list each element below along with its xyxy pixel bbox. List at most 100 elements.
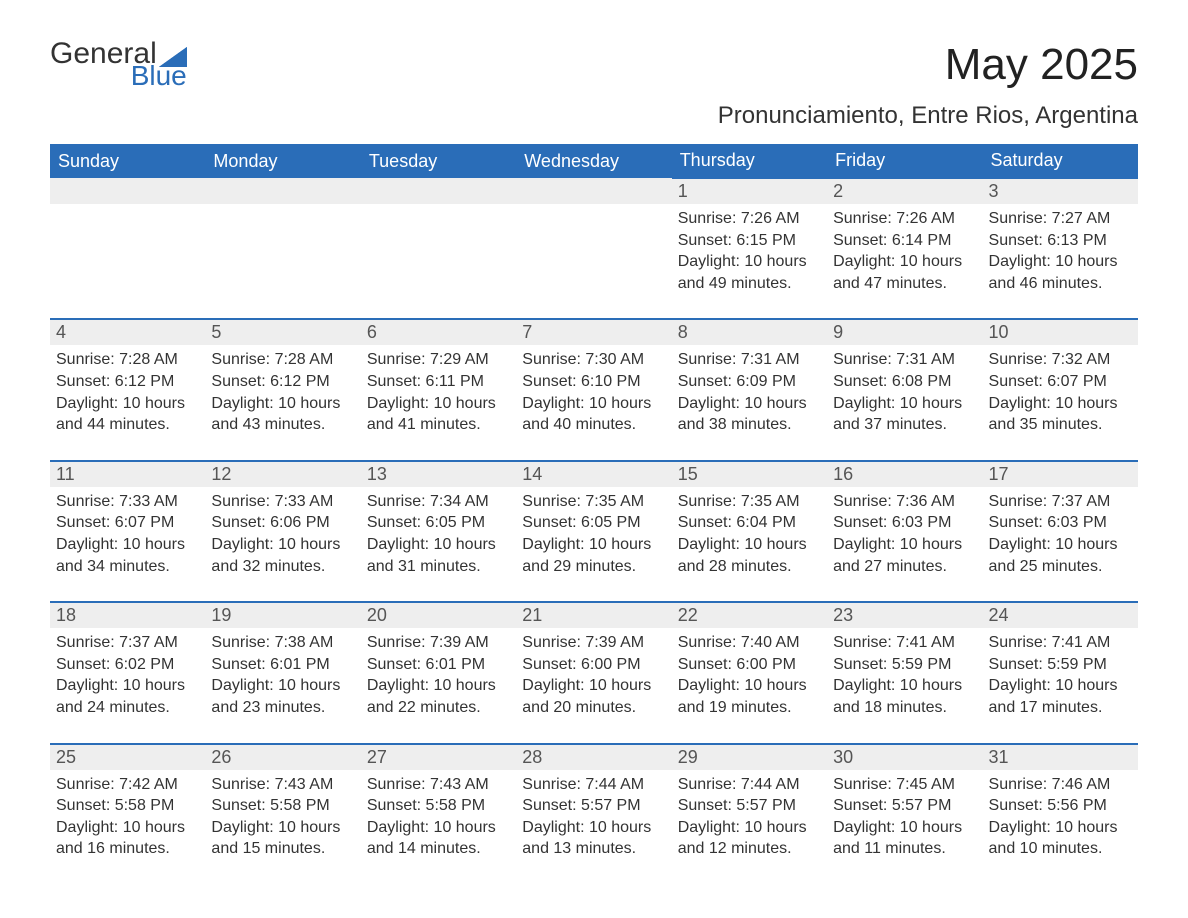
day-sunset: Sunset: 6:12 PM xyxy=(211,371,354,393)
day-number: 3 xyxy=(983,178,1138,204)
day-number: 31 xyxy=(983,744,1138,770)
month-title: May 2025 xyxy=(718,40,1138,90)
day-day1: Daylight: 10 hours xyxy=(56,393,199,415)
day-cell: Sunrise: 7:30 AMSunset: 6:10 PMDaylight:… xyxy=(516,345,671,460)
day-sunset: Sunset: 6:00 PM xyxy=(678,654,821,676)
day-sunrise: Sunrise: 7:38 AM xyxy=(211,632,354,654)
day-day2: and 15 minutes. xyxy=(211,838,354,860)
day-sunset: Sunset: 5:57 PM xyxy=(833,795,976,817)
day-sunset: Sunset: 6:02 PM xyxy=(56,654,199,676)
day-day2: and 31 minutes. xyxy=(367,556,510,578)
day-cell: Sunrise: 7:42 AMSunset: 5:58 PMDaylight:… xyxy=(50,770,205,884)
day-day1: Daylight: 10 hours xyxy=(367,675,510,697)
day-sunrise: Sunrise: 7:44 AM xyxy=(678,774,821,796)
day-day2: and 40 minutes. xyxy=(522,414,665,436)
day-cell: Sunrise: 7:35 AMSunset: 6:04 PMDaylight:… xyxy=(672,487,827,602)
day-cell: Sunrise: 7:27 AMSunset: 6:13 PMDaylight:… xyxy=(983,204,1138,319)
day-number: 5 xyxy=(205,319,360,345)
day-number-row: 18192021222324 xyxy=(50,602,1138,628)
day-day2: and 17 minutes. xyxy=(989,697,1132,719)
day-cell: Sunrise: 7:44 AMSunset: 5:57 PMDaylight:… xyxy=(672,770,827,884)
day-data-row: Sunrise: 7:33 AMSunset: 6:07 PM Daylight:… xyxy=(50,487,1138,602)
day-number: 11 xyxy=(50,461,205,487)
day-cell: Sunrise: 7:35 AMSunset: 6:05 PMDaylight:… xyxy=(516,487,671,602)
day-number: 10 xyxy=(983,319,1138,345)
day-sunrise: Sunrise: 7:35 AM xyxy=(522,491,665,513)
day-cell: Sunrise: 7:36 AMSunset: 6:03 PMDaylight:… xyxy=(827,487,982,602)
day-number: 17 xyxy=(983,461,1138,487)
day-sunset: Sunset: 5:59 PM xyxy=(989,654,1132,676)
day-day2: and 37 minutes. xyxy=(833,414,976,436)
day-cell-empty xyxy=(205,204,360,319)
day-number: 22 xyxy=(672,602,827,628)
day-sunrise: Sunrise: 7:40 AM xyxy=(678,632,821,654)
day-day2: and 47 minutes. xyxy=(833,273,976,295)
day-day2: and 35 minutes. xyxy=(989,414,1132,436)
day-sunset: Sunset: 6:06 PM xyxy=(211,512,354,534)
day-sunrise: Sunrise: 7:28 AM xyxy=(56,349,199,371)
day-day2: and 43 minutes. xyxy=(211,414,354,436)
day-day2: and 29 minutes. xyxy=(522,556,665,578)
day-day1: Daylight: 10 hours xyxy=(678,251,821,273)
day-day1: Daylight: 10 hours xyxy=(211,817,354,839)
day-number: 20 xyxy=(361,602,516,628)
day-day2: and 28 minutes. xyxy=(678,556,821,578)
day-cell: Sunrise: 7:37 AMSunset: 6:03 PMDaylight:… xyxy=(983,487,1138,602)
day-sunrise: Sunrise: 7:39 AM xyxy=(522,632,665,654)
day-day1: Daylight: 10 hours xyxy=(833,817,976,839)
day-sunset: Sunset: 6:11 PM xyxy=(367,371,510,393)
day-number-row: 123 xyxy=(50,178,1138,204)
day-number-blank xyxy=(361,178,516,204)
day-day1: Daylight: 10 hours xyxy=(678,817,821,839)
day-day2: and 23 minutes. xyxy=(211,697,354,719)
day-number: 9 xyxy=(827,319,982,345)
day-sunrise: Sunrise: 7:33 AM xyxy=(56,491,199,513)
day-day1: Daylight: 10 hours xyxy=(678,675,821,697)
day-day2: and 41 minutes. xyxy=(367,414,510,436)
day-day2: and 46 minutes. xyxy=(989,273,1132,295)
day-sunrise: Sunrise: 7:31 AM xyxy=(678,349,821,371)
day-day1: Daylight: 10 hours xyxy=(989,251,1132,273)
day-cell: Sunrise: 7:31 AMSunset: 6:09 PMDaylight:… xyxy=(672,345,827,460)
day-cell-empty xyxy=(361,204,516,319)
day-number: 1 xyxy=(672,178,827,204)
title-block: May 2025 Pronunciamiento, Entre Rios, Ar… xyxy=(718,40,1138,138)
day-day1: Daylight: 10 hours xyxy=(56,675,199,697)
day-number: 19 xyxy=(205,602,360,628)
day-sunset: Sunset: 5:56 PM xyxy=(989,795,1132,817)
day-number: 24 xyxy=(983,602,1138,628)
day-number: 13 xyxy=(361,461,516,487)
day-sunrise: Sunrise: 7:26 AM xyxy=(833,208,976,230)
day-sunrise: Sunrise: 7:39 AM xyxy=(367,632,510,654)
day-number: 30 xyxy=(827,744,982,770)
day-day2: and 20 minutes. xyxy=(522,697,665,719)
day-day2: and 27 minutes. xyxy=(833,556,976,578)
day-day1: Daylight: 10 hours xyxy=(367,534,510,556)
day-sunset: Sunset: 6:07 PM xyxy=(56,512,199,534)
day-day2: and 11 minutes. xyxy=(833,838,976,860)
day-day2: and 10 minutes. xyxy=(989,838,1132,860)
day-sunset: Sunset: 6:05 PM xyxy=(522,512,665,534)
day-sunset: Sunset: 6:14 PM xyxy=(833,230,976,252)
day-number: 12 xyxy=(205,461,360,487)
day-data-row: Sunrise: 7:37 AMSunset: 6:02 PMDaylight:… xyxy=(50,628,1138,743)
weekday-header: Saturday xyxy=(983,144,1138,178)
day-day1: Daylight: 10 hours xyxy=(989,534,1132,556)
day-day1: Daylight: 10 hours xyxy=(56,817,199,839)
day-cell: Sunrise: 7:26 AMSunset: 6:15 PMDaylight:… xyxy=(672,204,827,319)
day-day1: Daylight: 10 hours xyxy=(989,817,1132,839)
day-number: 6 xyxy=(361,319,516,345)
day-sunrise: Sunrise: 7:32 AM xyxy=(989,349,1132,371)
day-cell: Sunrise: 7:33 AMSunset: 6:07 PMDaylight:… xyxy=(50,487,205,602)
day-sunset: Sunset: 5:58 PM xyxy=(367,795,510,817)
day-cell: Sunrise: 7:28 AMSunset: 6:12 PMDaylight:… xyxy=(50,345,205,460)
day-cell-empty xyxy=(516,204,671,319)
day-number-blank xyxy=(205,178,360,204)
day-day2: and 18 minutes. xyxy=(833,697,976,719)
logo: General Blue xyxy=(50,40,187,88)
day-day2: and 19 minutes. xyxy=(678,697,821,719)
day-cell: Sunrise: 7:38 AMSunset: 6:01 PMDaylight:… xyxy=(205,628,360,743)
calendar-body: 123Sunrise: 7:26 AMSunset: 6:15 PMDaylig… xyxy=(50,178,1138,884)
weekday-header: Sunday xyxy=(50,144,205,178)
calendar-table: SundayMondayTuesdayWednesdayThursdayFrid… xyxy=(50,144,1138,884)
